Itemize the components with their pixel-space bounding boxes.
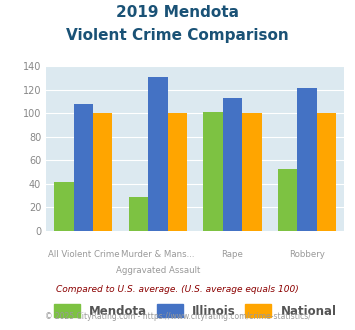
Text: 2019 Mendota: 2019 Mendota [116,5,239,20]
Legend: Mendota, Illinois, National: Mendota, Illinois, National [49,300,342,322]
Bar [297,88,317,231]
Bar [148,77,168,231]
Text: Rape: Rape [222,250,244,259]
Text: © 2025 CityRating.com - https://www.cityrating.com/crime-statistics/: © 2025 CityRating.com - https://www.city… [45,312,310,321]
Bar [93,113,113,231]
Bar [203,112,223,231]
Text: Robbery: Robbery [289,250,325,259]
Text: Murder & Mans...: Murder & Mans... [121,250,195,259]
Bar [317,113,336,231]
Bar [129,197,148,231]
Bar [223,98,242,231]
Bar [242,113,262,231]
Bar [74,104,93,231]
Bar [54,182,74,231]
Text: Aggravated Assault: Aggravated Assault [116,266,200,275]
Bar [168,113,187,231]
Text: Violent Crime Comparison: Violent Crime Comparison [66,28,289,43]
Text: All Violent Crime: All Violent Crime [48,250,119,259]
Text: Compared to U.S. average. (U.S. average equals 100): Compared to U.S. average. (U.S. average … [56,285,299,294]
Bar [278,169,297,231]
